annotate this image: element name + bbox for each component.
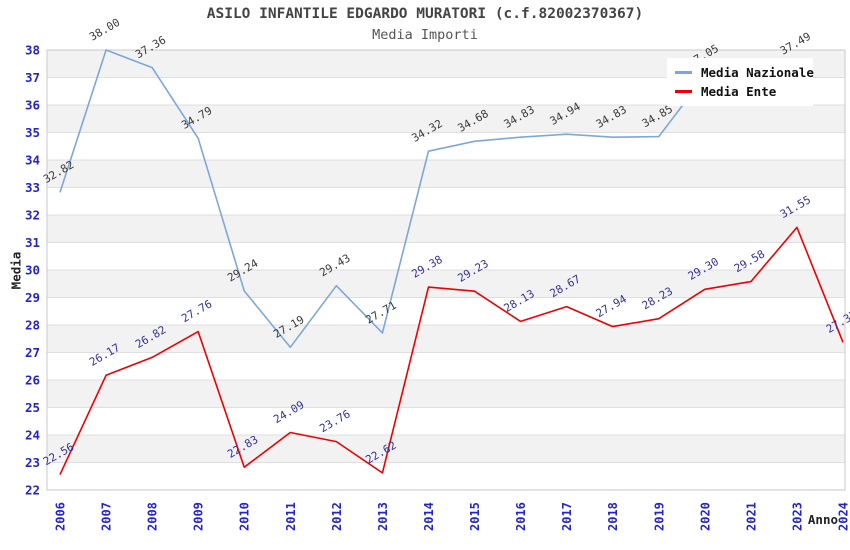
y-tick-label: 29 (25, 290, 40, 305)
y-tick-label: 36 (25, 98, 40, 113)
x-tick-label: 2017 (560, 502, 574, 531)
x-tick-label: 2016 (514, 502, 528, 531)
band (47, 160, 845, 188)
x-tick-label: 2015 (468, 502, 482, 531)
y-tick-label: 37 (25, 70, 40, 85)
x-tick-label: 2009 (192, 502, 206, 531)
series-line-media-nazionale (59, 49, 706, 349)
data-label: 23.76 (317, 407, 352, 435)
x-tick-label: 2013 (376, 502, 390, 531)
x-tick-label: 2006 (54, 502, 68, 531)
y-tick-label: 24 (25, 428, 40, 443)
y-tick-label: 28 (25, 318, 40, 333)
data-label: 27.76 (179, 297, 214, 325)
x-tick-label: 2011 (284, 502, 298, 531)
legend-item-media-nazionale: Media Nazionale (675, 63, 814, 82)
x-tick-label: 2020 (698, 502, 712, 531)
chart-title: ASILO INFANTILE EDGARDO MURATORI (c.f.82… (206, 6, 644, 22)
x-tick-label: 2010 (238, 502, 252, 531)
x-tick-label: 2007 (100, 502, 114, 531)
band (47, 270, 845, 298)
data-label: 27.71 (363, 299, 398, 327)
legend: Media Nazionale Media Ente (667, 58, 814, 106)
media-nazionale-line-swatch-icon (675, 71, 692, 74)
y-tick-label: 25 (25, 400, 40, 415)
chart-subtitle: Media Importi (372, 27, 478, 43)
band (47, 105, 845, 133)
series-line-media-ente (59, 226, 844, 475)
x-tick-label: 2019 (652, 502, 666, 531)
y-tick-label: 34 (25, 153, 40, 168)
x-tick-label: 2012 (330, 502, 344, 531)
y-tick-label: 26 (25, 373, 40, 388)
y-tick-label: 27 (25, 345, 40, 360)
y-tick-label: 32 (25, 208, 40, 223)
data-label: 38.00 (87, 16, 122, 44)
y-tick-label: 22 (25, 483, 40, 498)
band (47, 325, 845, 353)
plot-border (46, 49, 846, 491)
band (47, 380, 845, 408)
x-tick-label: 2023 (790, 502, 804, 531)
y-tick-label: 38 (25, 43, 40, 58)
x-tick-label: 2014 (422, 502, 436, 531)
x-tick-label: 2018 (606, 502, 620, 531)
y-tick-label: 23 (25, 455, 40, 470)
legend-label-media-ente: Media Ente (701, 84, 777, 99)
x-tick-label: 2024 (837, 502, 850, 531)
legend-item-media-ente: Media Ente (675, 82, 813, 101)
x-axis-title: Anno (807, 512, 838, 527)
data-label: 27.37 (824, 308, 850, 336)
y-tick-label: 35 (25, 125, 40, 140)
band (47, 435, 845, 463)
y-tick-label: 31 (25, 235, 40, 250)
legend-label-media-nazionale: Media Nazionale (701, 65, 814, 80)
x-tick-label: 2008 (146, 502, 160, 531)
band (47, 215, 845, 243)
y-tick-label: 33 (25, 180, 40, 195)
x-tick-label: 2021 (744, 502, 758, 531)
media-ente-line-swatch-icon (675, 90, 692, 93)
y-tick-label: 30 (25, 263, 40, 278)
